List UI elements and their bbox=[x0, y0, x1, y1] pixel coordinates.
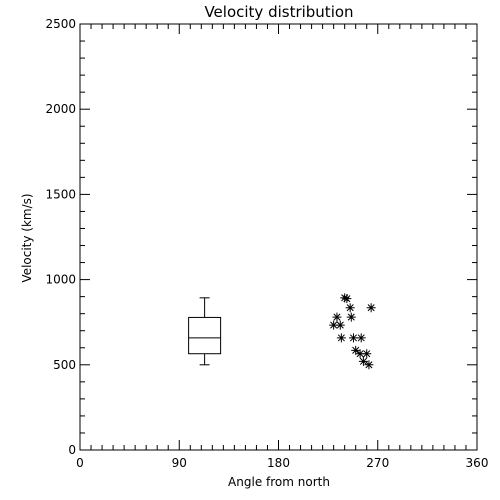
plot-frame bbox=[79, 23, 478, 451]
data-point bbox=[355, 349, 365, 359]
x-tick-label: 90 bbox=[172, 456, 187, 470]
x-tick-label: 180 bbox=[267, 456, 290, 470]
box-iqr bbox=[188, 316, 222, 355]
data-point bbox=[329, 320, 339, 330]
y-tick-label: 2000 bbox=[45, 102, 76, 116]
y-tick-label: 2500 bbox=[45, 17, 76, 31]
data-point bbox=[335, 320, 345, 330]
y-tick-label: 0 bbox=[68, 443, 76, 457]
x-tick-label: 270 bbox=[366, 456, 389, 470]
data-points bbox=[329, 293, 376, 370]
x-axis-label: Angle from north bbox=[228, 475, 330, 489]
box-plot bbox=[188, 297, 222, 366]
data-point bbox=[351, 345, 361, 355]
data-point bbox=[364, 360, 374, 370]
axis-ticks bbox=[79, 23, 478, 451]
data-point bbox=[356, 333, 366, 343]
data-point bbox=[348, 333, 358, 343]
y-tick-label: 500 bbox=[53, 358, 76, 372]
data-point bbox=[362, 349, 372, 359]
data-point bbox=[332, 312, 342, 322]
x-tick-label: 0 bbox=[76, 456, 84, 470]
data-point bbox=[342, 294, 352, 304]
data-point bbox=[358, 356, 368, 366]
y-tick-label: 1000 bbox=[45, 273, 76, 287]
axis-tick-labels: 0 90 180 270 360 0 500 1000 1500 2000 2500 bbox=[45, 17, 488, 470]
data-point bbox=[345, 303, 355, 313]
y-axis-label: Velocity (km/s) bbox=[20, 193, 34, 282]
data-point bbox=[366, 303, 376, 313]
chart-title: Velocity distribution bbox=[204, 3, 353, 21]
y-tick-label: 1500 bbox=[45, 187, 76, 201]
x-tick-label: 360 bbox=[466, 456, 489, 470]
data-point bbox=[336, 333, 346, 343]
data-point bbox=[346, 312, 356, 322]
data-point bbox=[340, 293, 350, 303]
